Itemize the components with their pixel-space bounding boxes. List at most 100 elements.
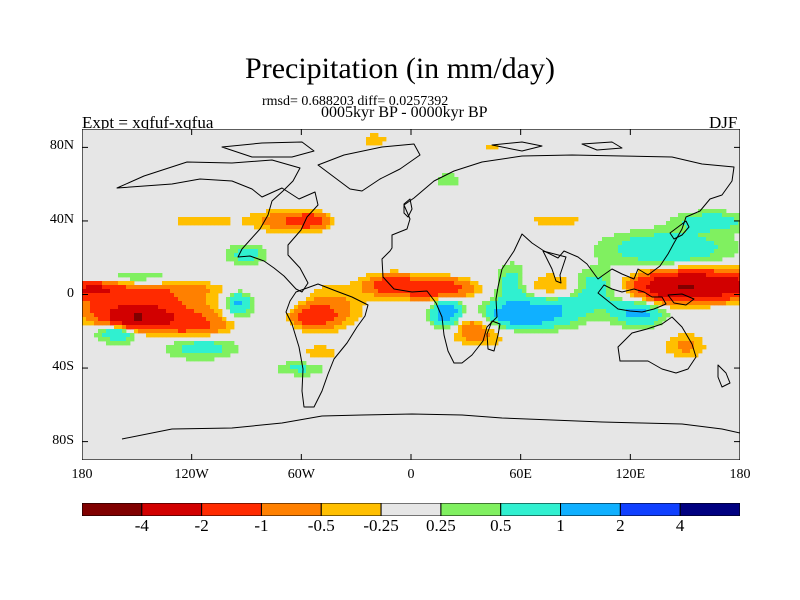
field-cell (130, 273, 135, 278)
field-cell (142, 329, 147, 334)
field-cell (294, 373, 299, 378)
field-cell (570, 293, 575, 298)
field-cell (398, 285, 403, 290)
field-cell (262, 253, 267, 258)
field-cell (114, 301, 119, 306)
field-cell (298, 365, 303, 370)
field-cell (238, 313, 243, 318)
field-cell (394, 293, 399, 298)
field-cell (182, 217, 187, 222)
field-cell (126, 325, 131, 330)
field-cell (166, 305, 171, 310)
field-cell (322, 217, 327, 222)
x-tick-label: 180 (729, 467, 751, 482)
field-cell (214, 221, 219, 226)
field-cell (610, 245, 615, 250)
field-cell (682, 245, 687, 250)
field-cell (618, 305, 623, 310)
field-cell (630, 273, 635, 278)
field-cell (602, 297, 607, 302)
field-cell (546, 273, 551, 278)
field-cell (710, 265, 715, 270)
field-cell (590, 281, 595, 286)
field-cell (282, 217, 287, 222)
field-cell (230, 349, 235, 354)
field-cell (290, 313, 295, 318)
field-cell (622, 313, 627, 318)
field-cell (686, 257, 691, 262)
field-cell (582, 273, 587, 278)
field-cell (638, 309, 643, 314)
field-cell (706, 213, 711, 218)
field-cell (194, 281, 199, 286)
field-cell (150, 273, 155, 278)
field-cell (394, 297, 399, 302)
field-cell (678, 353, 683, 358)
field-cell (674, 249, 679, 254)
field-cell (666, 237, 671, 242)
field-cell (718, 269, 723, 274)
field-cell (458, 333, 463, 338)
field-cell (502, 297, 507, 302)
field-cell (310, 353, 315, 358)
field-cell (598, 265, 603, 270)
field-cell (506, 309, 511, 314)
field-cell (734, 285, 739, 290)
field-cell (98, 333, 103, 338)
field-cell (86, 297, 91, 302)
field-cell (542, 301, 547, 306)
field-cell (446, 289, 451, 294)
field-cell (726, 225, 731, 230)
field-cell (614, 261, 619, 266)
field-cell (470, 325, 475, 330)
field-cell (522, 289, 527, 294)
field-cell (458, 289, 463, 294)
field-cell (706, 253, 711, 258)
field-cell (642, 281, 647, 286)
field-cell (410, 293, 415, 298)
field-cell (162, 305, 167, 310)
x-tick-label: 60E (509, 467, 532, 482)
field-cell (582, 277, 587, 282)
field-cell (342, 297, 347, 302)
field-cell (358, 297, 363, 302)
field-cell (134, 297, 139, 302)
field-cell (674, 353, 679, 358)
field-cell (306, 209, 311, 214)
field-cell (658, 249, 663, 254)
field-cell (706, 221, 711, 226)
field-cell (522, 305, 527, 310)
field-cell (642, 257, 647, 262)
field-cell (98, 305, 103, 310)
field-cell (190, 297, 195, 302)
field-cell (582, 301, 587, 306)
field-cell (330, 297, 335, 302)
field-cell (290, 309, 295, 314)
field-cell (730, 241, 735, 246)
field-cell (686, 265, 691, 270)
field-cell (386, 277, 391, 282)
field-cell (202, 357, 207, 362)
field-cell (318, 217, 323, 222)
field-cell (198, 217, 203, 222)
field-cell (294, 321, 299, 326)
field-cell (170, 329, 175, 334)
field-cell (214, 289, 219, 294)
field-cell (106, 317, 111, 322)
field-cell (622, 277, 627, 282)
field-cell (694, 353, 699, 358)
field-cell (174, 321, 179, 326)
field-cell (710, 213, 715, 218)
field-cell (302, 225, 307, 230)
coast-australia (617, 316, 697, 374)
field-cell (162, 297, 167, 302)
field-cell (126, 281, 131, 286)
field-cell (458, 285, 463, 290)
field-cell (734, 289, 739, 294)
field-cell (638, 317, 643, 322)
field-cell (662, 281, 667, 286)
field-cell (178, 353, 183, 358)
field-cell (82, 281, 87, 286)
field-cell (686, 249, 691, 254)
colorbar-box (320, 503, 382, 516)
